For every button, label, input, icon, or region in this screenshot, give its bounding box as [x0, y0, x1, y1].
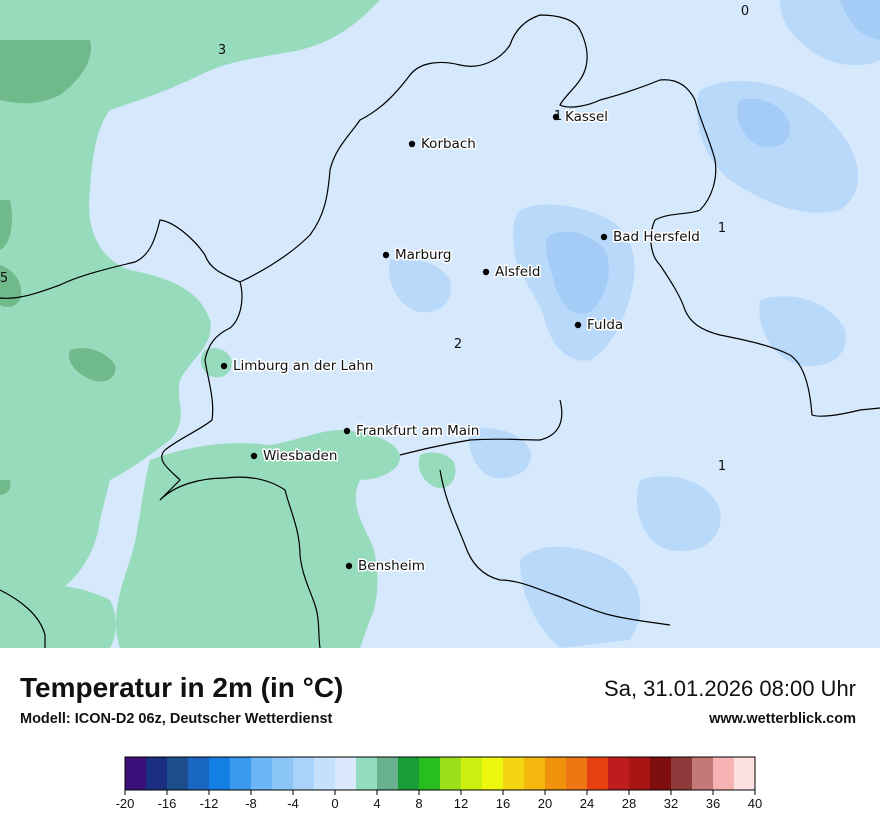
city-dot — [382, 251, 390, 259]
forecast-datetime: Sa, 31.01.2026 08:00 Uhr — [604, 676, 856, 701]
city-label: Kassel — [565, 109, 608, 125]
legend-color-segment — [335, 757, 357, 790]
isoline-value-label: 1 — [554, 109, 562, 124]
legend-tick-label: -4 — [287, 796, 299, 811]
city-label: Frankfurt am Main — [356, 423, 479, 439]
city-label: Marburg — [395, 247, 451, 263]
legend-color-segment — [188, 757, 210, 790]
state-borders — [0, 14, 880, 648]
legend-tick-label: 40 — [748, 796, 762, 811]
city-marker[interactable]: Kassel — [552, 108, 610, 127]
city-marker[interactable]: Frankfurt am Main — [343, 422, 481, 441]
legend-color-segment — [356, 757, 378, 790]
legend-tick-label: 36 — [706, 796, 720, 811]
isoline-value-label: 3 — [218, 43, 226, 58]
legend-color-segment — [650, 757, 672, 790]
legend-color-segment — [209, 757, 231, 790]
legend-color-segment — [314, 757, 336, 790]
city-dot — [408, 140, 416, 148]
city-label: Wiesbaden — [263, 448, 337, 464]
city-label: Bad Hersfeld — [613, 229, 700, 245]
legend-tick-label: -20 — [116, 796, 135, 811]
legend-tick-label: 20 — [538, 796, 552, 811]
city-dot — [482, 268, 490, 276]
city-marker[interactable]: Limburg an der Lahn — [220, 357, 375, 376]
city-label: Korbach — [421, 136, 476, 152]
isoline-value-label: 1 — [718, 221, 726, 236]
city-dot — [220, 362, 228, 370]
cities-layer: Kassel Korbach Bad Hersfeld Marburg Alsfeld F… — [220, 108, 701, 576]
city-dot — [574, 321, 582, 329]
legend-color-segment — [692, 757, 714, 790]
legend-color-segment — [251, 757, 273, 790]
legend-tick-label: 12 — [454, 796, 468, 811]
legend-color-segment — [440, 757, 462, 790]
isoline-value-label: 1 — [718, 459, 726, 474]
legend-tick-label: 0 — [331, 796, 338, 811]
legend-tick-label: 8 — [415, 796, 422, 811]
legend-color-segment — [524, 757, 546, 790]
legend-color-segment — [272, 757, 294, 790]
website-link[interactable]: www.wetterblick.com — [709, 711, 856, 727]
color-legend: -20 -16 -12 -8 -4 0 4 8 12 16 20 24 28 32 36 40 — [0, 748, 880, 828]
footer: Temperatur in 2m (in °C) Modell: ICON-D2… — [0, 648, 880, 830]
legend-color-segment — [713, 757, 735, 790]
legend-tick-label: 24 — [580, 796, 594, 811]
isoline-value-label: 5 — [0, 271, 8, 286]
temperature-map[interactable]: Kassel Korbach Bad Hersfeld Marburg Alsfeld F… — [0, 0, 880, 648]
isoline-value-label: 0 — [741, 4, 749, 19]
city-marker[interactable]: Alsfeld — [482, 263, 542, 282]
legend-color-segment — [671, 757, 693, 790]
city-marker[interactable]: Fulda — [574, 316, 625, 335]
city-label: Alsfeld — [495, 264, 540, 280]
legend-color-segment — [608, 757, 630, 790]
legend-color-segment — [377, 757, 399, 790]
legend-color-segment — [125, 757, 147, 790]
legend-color-segment — [419, 757, 441, 790]
legend-color-segment — [230, 757, 252, 790]
legend-color-segment — [167, 757, 189, 790]
legend-color-segment — [503, 757, 525, 790]
city-marker[interactable]: Bad Hersfeld — [600, 228, 701, 247]
legend-tick-label: -12 — [200, 796, 219, 811]
city-dot — [345, 562, 353, 570]
legend-color-segment — [398, 757, 420, 790]
legend-color-segment — [629, 757, 651, 790]
city-label: Bensheim — [358, 558, 425, 574]
legend-color-segment — [734, 757, 756, 790]
legend-color-segment — [587, 757, 609, 790]
legend-color-segment — [482, 757, 504, 790]
legend-tick-label: -8 — [245, 796, 257, 811]
legend-tick-label: 28 — [622, 796, 636, 811]
legend-tick-label: 32 — [664, 796, 678, 811]
legend-color-segment — [461, 757, 483, 790]
city-label: Limburg an der Lahn — [233, 358, 373, 374]
colder-field-areas — [545, 0, 880, 315]
legend-color-segment — [566, 757, 588, 790]
value-labels-layer: 0 3 1 1 5 2 1 — [0, 4, 749, 474]
city-marker[interactable]: Bensheim — [345, 557, 426, 576]
city-dot — [552, 113, 560, 121]
warmer-field-areas — [0, 40, 116, 495]
legend-tick-label: 4 — [373, 796, 380, 811]
legend-color-segment — [293, 757, 315, 790]
legend-frame — [124, 756, 756, 791]
legend-color-segment — [146, 757, 168, 790]
model-info: Modell: ICON-D2 06z, Deutscher Wetterdie… — [20, 711, 333, 727]
city-dot — [343, 427, 351, 435]
city-label: Fulda — [587, 317, 623, 333]
city-marker[interactable]: Marburg — [382, 246, 453, 265]
city-dot — [250, 452, 258, 460]
legend-tick-label: 16 — [496, 796, 510, 811]
city-dot — [600, 233, 608, 241]
city-marker[interactable]: Wiesbaden — [250, 447, 339, 466]
city-marker[interactable]: Korbach — [408, 135, 477, 154]
isoline-value-label: 2 — [454, 337, 462, 352]
map-title: Temperatur in 2m (in °C) — [20, 672, 344, 703]
legend-color-segment — [545, 757, 567, 790]
legend-tick-label: -16 — [158, 796, 177, 811]
